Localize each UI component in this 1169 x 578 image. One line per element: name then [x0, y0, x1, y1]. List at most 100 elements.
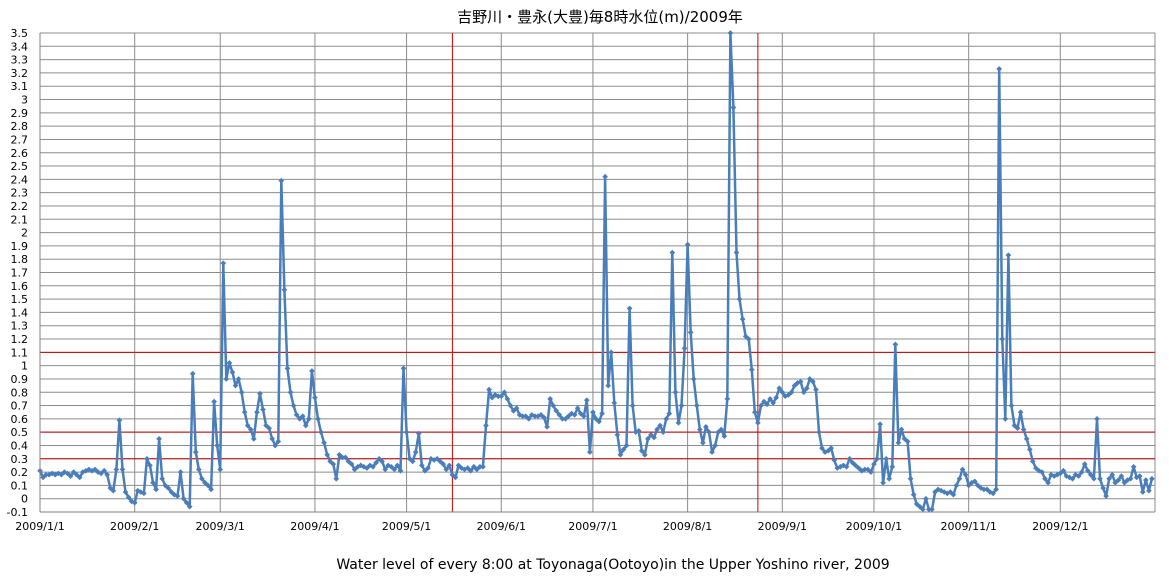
data-point — [443, 466, 450, 473]
data-point — [64, 470, 71, 477]
x-tick-label: 2009/5/1 — [382, 520, 431, 533]
x-tick-label: 2009/3/1 — [196, 520, 245, 533]
data-point — [675, 420, 682, 426]
data-point — [889, 463, 896, 470]
data-point — [666, 410, 673, 417]
y-tick-label: 1.9 — [11, 240, 29, 253]
data-point — [886, 475, 893, 482]
data-point — [755, 420, 761, 426]
data-point — [1020, 426, 1027, 433]
data-point — [1091, 475, 1097, 482]
data-point — [596, 418, 602, 425]
data-point — [828, 445, 834, 451]
data-point — [254, 409, 260, 416]
y-tick-label: 0.3 — [11, 453, 29, 466]
y-tick-label: 1.6 — [11, 280, 29, 293]
data-point — [1017, 409, 1024, 416]
y-tick-label: 2.5 — [11, 160, 29, 173]
data-point — [550, 402, 557, 409]
y-tick-label: 1.4 — [11, 306, 29, 319]
data-point — [602, 173, 608, 180]
data-point — [1011, 422, 1018, 429]
y-tick-label: 1.5 — [11, 293, 29, 306]
data-point — [846, 455, 853, 462]
data-point — [342, 454, 349, 461]
data-point — [913, 501, 920, 507]
x-tick-labels: 2009/1/1 2009/2/1 2009/3/1 2009/4/1 2009/5/1… — [15, 520, 1088, 533]
data-point — [672, 389, 679, 396]
data-point — [244, 422, 251, 429]
y-tick-label: 0.9 — [11, 373, 29, 386]
data-point — [712, 442, 718, 449]
y-tick-label: 1 — [21, 360, 28, 373]
data-point — [642, 451, 648, 458]
data-point — [947, 489, 954, 495]
data-point — [923, 495, 929, 502]
data-point — [910, 491, 917, 498]
data-point — [437, 458, 443, 465]
data-point — [587, 449, 593, 455]
data-point — [1121, 479, 1128, 486]
data-point — [1014, 425, 1021, 432]
data-point — [293, 412, 300, 418]
data-point — [617, 451, 624, 458]
data-point — [241, 409, 248, 416]
data-point — [147, 462, 153, 469]
y-tick-label: 3.3 — [11, 54, 29, 67]
data-point — [626, 305, 633, 312]
y-tick-label: -0.1 — [7, 506, 28, 519]
data-point — [327, 458, 334, 465]
data-point — [412, 449, 419, 455]
data-point — [806, 376, 813, 382]
y-tick-label: 0.8 — [11, 386, 29, 399]
data-point — [678, 402, 685, 409]
data-point — [895, 439, 902, 446]
data-point — [153, 486, 159, 493]
data-point — [907, 475, 914, 482]
data-point — [391, 466, 398, 473]
data-point — [260, 406, 266, 413]
data-point — [1130, 463, 1137, 470]
data-point — [800, 389, 807, 396]
data-point — [556, 412, 563, 418]
data-point — [700, 439, 706, 446]
y-tick-label: 3 — [21, 94, 28, 107]
data-point — [770, 400, 776, 406]
data-point — [370, 463, 376, 470]
data-point — [620, 446, 627, 453]
data-point — [159, 475, 165, 482]
data-point — [180, 495, 187, 502]
data-point — [318, 429, 324, 436]
data-point — [849, 459, 856, 466]
data-point — [394, 462, 401, 469]
data-point — [1029, 458, 1036, 465]
data-point — [574, 405, 581, 412]
data-point — [199, 475, 205, 482]
data-point — [541, 414, 547, 421]
data-point — [562, 416, 569, 422]
data-point — [217, 466, 224, 473]
y-tick-label: 2.2 — [11, 200, 29, 213]
data-point — [950, 491, 957, 498]
data-point — [382, 466, 389, 473]
data-point — [177, 469, 184, 475]
data-point — [257, 390, 263, 397]
data-point — [742, 333, 749, 340]
data-point — [614, 431, 621, 438]
data-point — [611, 400, 618, 406]
data-point — [269, 435, 275, 442]
data-point — [996, 66, 1003, 72]
data-point — [312, 394, 318, 401]
data-point — [1094, 416, 1100, 422]
data-point — [1008, 402, 1015, 409]
data-point — [125, 494, 132, 501]
data-point — [706, 429, 712, 436]
data-point — [415, 430, 422, 437]
data-point — [709, 449, 715, 455]
data-point — [638, 447, 645, 454]
data-point — [825, 447, 831, 454]
data-point — [333, 475, 340, 482]
data-point — [690, 376, 697, 382]
data-point — [525, 416, 532, 422]
data-point — [339, 454, 346, 461]
